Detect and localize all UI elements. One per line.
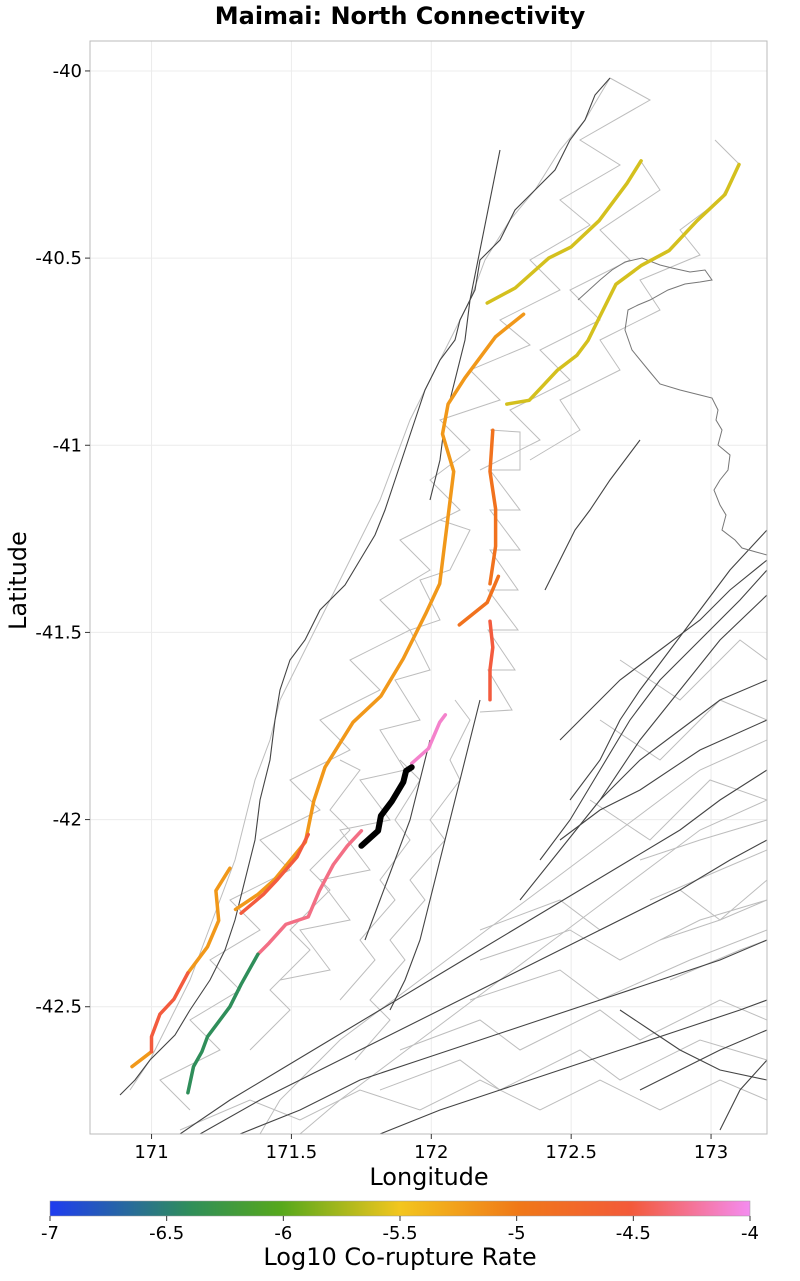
axes-ticks: 171 171.5 172 172.5 173 -40 -40.5 -41 -41.5 -42 -4… — [35, 61, 728, 1163]
ruptured-fault-line — [488, 428, 498, 586]
ruptured-fault-line — [149, 971, 190, 1054]
colorbar-tick-label: -6.5 — [149, 1223, 184, 1244]
ruptured-fault-line — [485, 159, 643, 305]
colorbar-tick-label: -4.5 — [616, 1223, 651, 1244]
y-tick-label: -41.5 — [35, 622, 82, 643]
ruptured-fault-line — [505, 162, 741, 406]
x-axis-label: Longitude — [369, 1163, 489, 1191]
y-tick-label: -41 — [53, 435, 82, 456]
x-tick-label: 173 — [694, 1142, 728, 1163]
colorbar-tick-label: -7 — [41, 1223, 59, 1244]
ruptured-fault-line — [186, 952, 260, 1095]
ruptured-fault-line — [186, 866, 232, 975]
ruptured-fault-line — [488, 619, 495, 702]
colorbar-ticks: -7 -6.5 -6 -5.5 -5 -4.5 -4 — [41, 1216, 759, 1244]
ruptured-fault-line — [256, 829, 364, 957]
x-tick-label: 171.5 — [266, 1142, 318, 1163]
x-tick-label: 171 — [134, 1142, 168, 1163]
source-fault-trace — [358, 764, 415, 849]
colorbar-tick-label: -5 — [508, 1223, 526, 1244]
plot-frame — [89, 40, 768, 1135]
colorbar-tick-label: -4 — [741, 1223, 759, 1244]
ruptured-fault-line — [130, 1049, 154, 1069]
y-tick-label: -42 — [53, 810, 82, 831]
colorbar — [49, 1200, 751, 1217]
x-tick-label: 172 — [414, 1142, 448, 1163]
x-tick-label: 172.5 — [545, 1142, 597, 1163]
chart-title: Maimai: North Connectivity — [214, 2, 586, 30]
y-tick-label: -40 — [53, 61, 82, 82]
coastline — [577, 257, 767, 556]
y-tick-label: -42.5 — [35, 997, 82, 1018]
background-faults — [119, 77, 767, 1134]
y-tick-label: -40.5 — [35, 248, 82, 269]
ruptured-fault-line — [409, 713, 448, 766]
grid-lines — [90, 41, 767, 1134]
colorbar-tick-label: -6 — [274, 1223, 292, 1244]
ruptured-fault-traces — [130, 159, 741, 1095]
ruptured-fault-line — [239, 832, 310, 915]
colorbar-tick-label: -5.5 — [382, 1223, 417, 1244]
colorbar-label: Log10 Co-rupture Rate — [263, 1243, 537, 1271]
fault-traces — [119, 77, 767, 1134]
ruptured-fault-line — [457, 574, 501, 627]
source-fault-line — [358, 764, 415, 849]
